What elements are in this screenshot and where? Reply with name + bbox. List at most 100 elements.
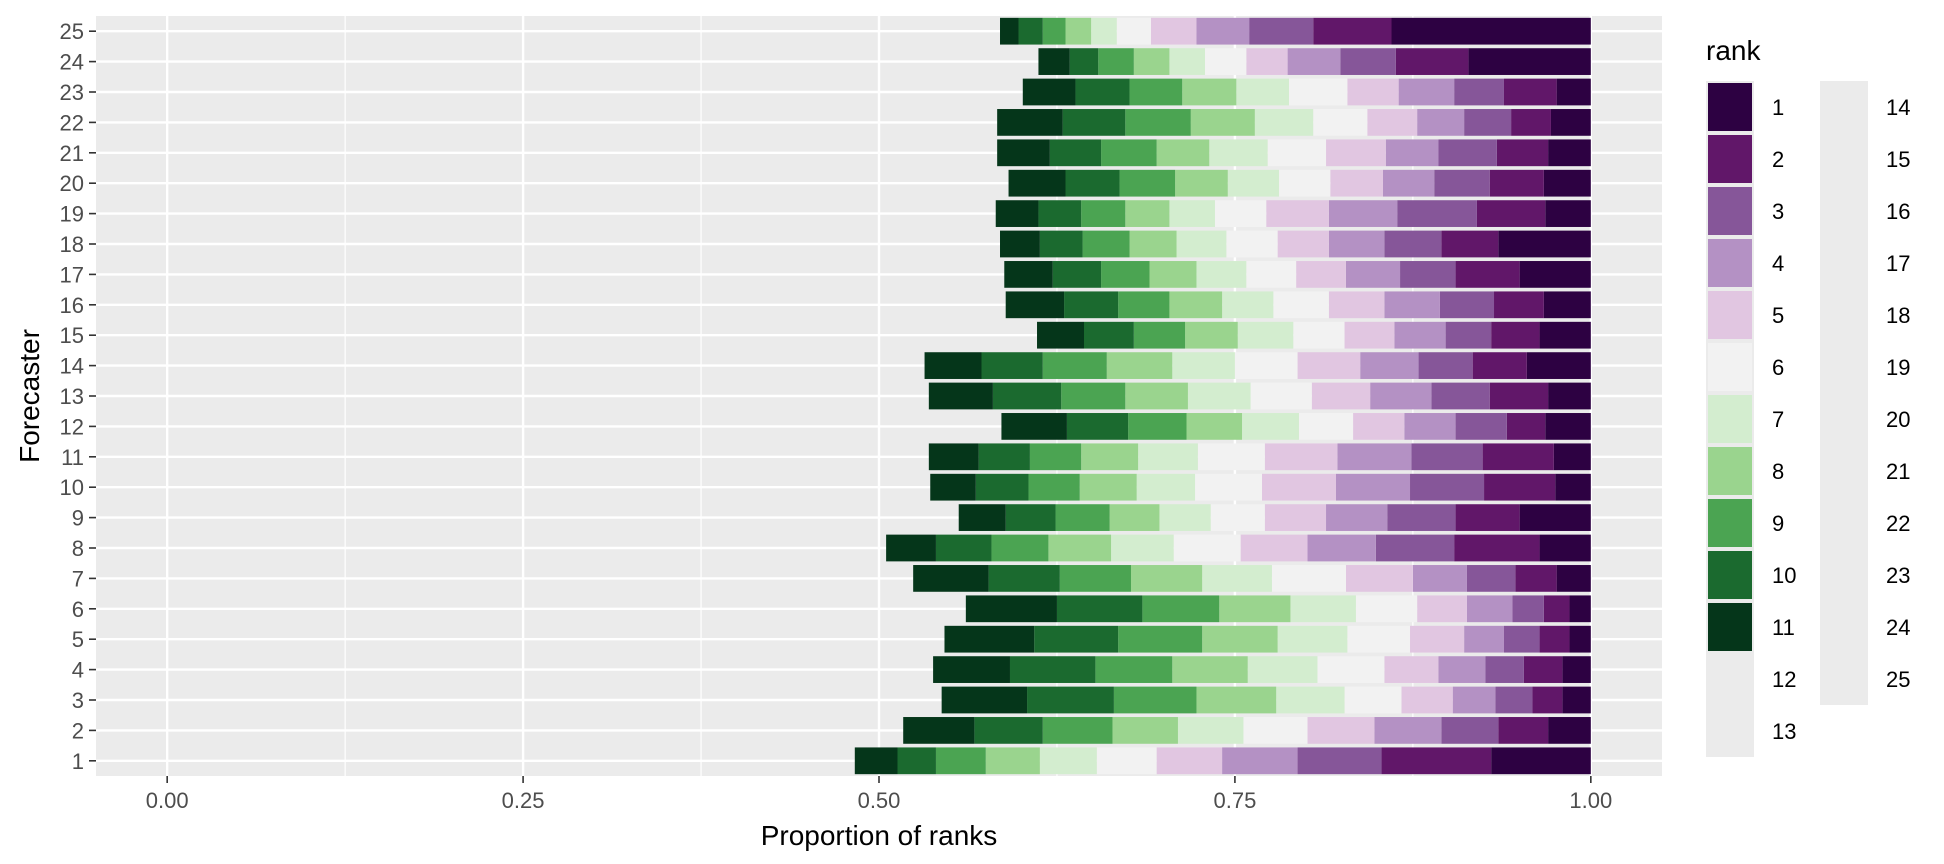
bar-segment-rank-10: [1062, 109, 1126, 136]
bar-segment-rank-1: [1548, 382, 1591, 410]
bar-segment-rank-11: [903, 717, 975, 744]
bar-segment-rank-7: [1091, 17, 1117, 45]
bar-segment-rank-5: [1277, 230, 1329, 258]
bar-segment-rank-9: [1061, 382, 1126, 410]
bar-segment-rank-5: [1264, 504, 1327, 531]
bar-segment-rank-6: [1289, 78, 1348, 106]
bar-segment-rank-6: [1210, 504, 1265, 531]
bar-segment-rank-2: [1496, 139, 1549, 167]
bar-segment-rank-7: [1242, 413, 1299, 440]
bar-segment-rank-8: [1081, 443, 1139, 471]
bar-segment-rank-6: [1293, 321, 1345, 349]
bar-segment-rank-11: [928, 382, 993, 410]
y-tick-label: 8: [72, 536, 84, 561]
legend-label: 5: [1772, 303, 1784, 328]
y-tick-label: 14: [60, 354, 84, 379]
bar-segment-rank-1: [1391, 17, 1591, 45]
legend-label: 20: [1886, 407, 1910, 432]
bar-segment-rank-11: [1037, 321, 1085, 349]
bar-segment-rank-1: [1548, 139, 1591, 167]
x-axis-title: Proportion of ranks: [761, 820, 998, 851]
bar-segment-rank-4: [1398, 78, 1455, 106]
bar-segment-rank-10: [1065, 169, 1120, 197]
legend-label: 6: [1772, 355, 1784, 380]
legend-label: 19: [1886, 355, 1910, 380]
legend-swatch-rank-16: [1822, 187, 1866, 235]
bar-segment-rank-7: [1290, 595, 1356, 623]
y-tick-label: 20: [60, 171, 84, 196]
bar-segment-rank-7: [1176, 230, 1227, 258]
bar-segment-rank-10: [1052, 261, 1102, 288]
bar-segment-rank-1: [1498, 230, 1591, 258]
bar-segment-rank-3: [1503, 625, 1540, 653]
bar-segment-rank-3: [1434, 169, 1490, 197]
bar-segment-rank-9: [1095, 656, 1173, 683]
legend-swatch-rank-11: [1708, 603, 1752, 651]
legend-label: 21: [1886, 459, 1910, 484]
bar-segment-rank-11: [924, 352, 982, 379]
bar-segment-rank-9: [1042, 717, 1113, 744]
bar-segment-rank-5: [1246, 48, 1288, 75]
bar-segment-rank-8: [1133, 48, 1170, 75]
bar-segment-rank-8: [1079, 473, 1137, 501]
legend-label: 18: [1886, 303, 1910, 328]
bar-segment-rank-1: [1545, 413, 1591, 440]
legend-label: 25: [1886, 667, 1910, 692]
bar-segment-rank-10: [992, 382, 1062, 410]
bar-segment-rank-1: [1569, 595, 1591, 623]
legend-swatch-rank-23: [1822, 551, 1866, 599]
bar-segment-rank-3: [1397, 200, 1477, 227]
bar-segment-rank-1: [1491, 747, 1591, 775]
bar-segment-rank-10: [1027, 686, 1114, 714]
legend-label: 16: [1886, 199, 1910, 224]
bar-segment-rank-5: [1345, 565, 1413, 592]
legend-swatch-rank-3: [1708, 187, 1752, 235]
bar-segment-rank-4: [1452, 686, 1496, 714]
bar-segment-rank-9: [1101, 139, 1157, 167]
legend-label: 11: [1772, 615, 1795, 640]
bar-segment-rank-7: [1177, 717, 1244, 744]
bar-segment-rank-9: [1098, 48, 1134, 75]
y-tick-label: 5: [72, 627, 84, 652]
bar-segment-rank-6: [1226, 230, 1278, 258]
bar-segment-rank-6: [1116, 17, 1151, 45]
bar-segment-rank-11: [941, 686, 1028, 714]
bar-segment-rank-8: [1175, 169, 1228, 197]
bar-segment-rank-11: [1008, 169, 1066, 197]
bar-segment-rank-3: [1387, 504, 1456, 531]
bar-segment-rank-7: [1159, 504, 1211, 531]
bar-segment-rank-6: [1096, 747, 1157, 775]
bar-segment-rank-6: [1173, 534, 1241, 562]
bar-segment-rank-8: [1130, 565, 1203, 592]
bar-segment-rank-3: [1438, 139, 1497, 167]
bar-segment-rank-1: [1556, 565, 1591, 592]
bar-forecaster-7: [913, 565, 1591, 592]
bar-segment-rank-10: [1056, 595, 1143, 623]
bar-segment-rank-1: [1543, 169, 1591, 197]
legend-swatch-rank-6: [1708, 343, 1752, 391]
bar-forecaster-6: [965, 595, 1591, 623]
legend-label: 7: [1772, 407, 1784, 432]
bar-segment-rank-6: [1271, 565, 1346, 592]
y-tick-label: 6: [72, 597, 84, 622]
bar-segment-rank-5: [1401, 686, 1453, 714]
bar-segment-rank-10: [988, 565, 1060, 592]
bar-segment-rank-1: [1539, 321, 1591, 349]
bar-segment-rank-8: [1186, 413, 1243, 440]
bar-segment-rank-4: [1438, 656, 1486, 683]
bar-forecaster-14: [924, 352, 1591, 379]
bar-forecaster-13: [928, 382, 1591, 410]
legend-label: 4: [1772, 251, 1784, 276]
y-tick-label: 11: [61, 445, 84, 470]
bar-segment-rank-2: [1484, 473, 1556, 501]
bar-segment-rank-8: [1112, 717, 1178, 744]
bar-segment-rank-10: [1064, 291, 1119, 319]
bar-segment-rank-5: [1384, 656, 1439, 683]
bar-segment-rank-11: [1001, 413, 1067, 440]
y-tick-label: 15: [60, 323, 84, 348]
legend-swatch-rank-18: [1822, 291, 1866, 339]
bar-segment-rank-6: [1347, 625, 1411, 653]
bar-segment-rank-6: [1313, 109, 1368, 136]
bar-segment-rank-10: [981, 352, 1043, 379]
y-tick-label: 10: [60, 475, 84, 500]
